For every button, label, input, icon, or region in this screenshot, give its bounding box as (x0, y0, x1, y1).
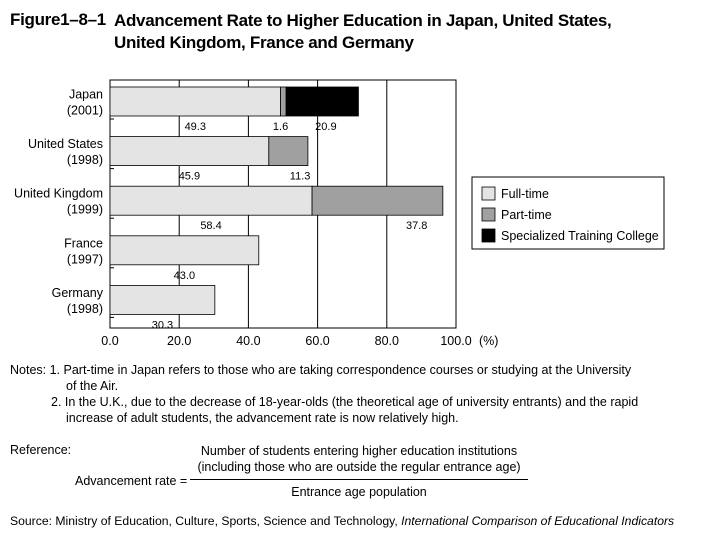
category-label: United Kingdom (14, 187, 103, 201)
figure-number: Figure1–8–1 (10, 10, 106, 29)
value-label: 20.9 (315, 121, 336, 133)
x-tick-label: 100.0 (440, 334, 471, 348)
value-label: 49.3 (185, 121, 206, 133)
formula-numerator: Number of students entering higher educa… (190, 443, 528, 475)
legend-swatch (481, 228, 496, 243)
value-label: 43.0 (174, 270, 195, 282)
bar-segment (109, 86, 281, 117)
category-labels: Japan (2001) United States (1998) United Kin… (14, 88, 114, 318)
value-label: 30.3 (152, 319, 173, 331)
legend-swatch (481, 186, 496, 201)
legend-label: Part-time (501, 208, 552, 222)
x-tick-label: 40.0 (236, 334, 260, 348)
value-label: 1.6 (273, 121, 288, 133)
fraction-bar (190, 479, 528, 480)
note-1-line-2: of the Air. (66, 379, 119, 393)
source-publication: International Comparison of Educational … (401, 514, 675, 528)
value-label: 45.9 (179, 171, 200, 183)
bar-segment (109, 284, 216, 315)
bars (109, 86, 444, 315)
note-2-line-1: 2. In the U.K., due to the decrease of 1… (51, 395, 639, 409)
x-unit-label: (%) (479, 334, 498, 348)
bar-segment (311, 185, 444, 216)
category-year: (1998) (67, 153, 103, 167)
bar-segment (285, 86, 359, 117)
bar-segment (109, 185, 313, 216)
value-label: 37.8 (406, 220, 427, 232)
x-axis: 0.0 20.0 40.0 60.0 80.0 100.0 (%) (101, 334, 498, 348)
bar-segment (280, 86, 287, 117)
category-label: Japan (69, 88, 103, 102)
category-label: Germany (52, 286, 104, 300)
bar-segment (268, 136, 309, 166)
formula-denominator: Entrance age population (291, 485, 427, 499)
source-line: Source: Ministry of Education, Culture, … (10, 514, 674, 528)
x-tick-label: 0.0 (101, 334, 118, 348)
category-year: (2001) (67, 104, 103, 118)
category-label: France (64, 236, 103, 250)
category-year: (1999) (67, 203, 103, 217)
value-labels: 49.3 1.6 20.9 45.9 11.3 58.4 37.8 43.0 30.3 (152, 121, 428, 331)
figure-title: Advancement Rate to Higher Education in … (114, 11, 612, 52)
legend-box (471, 176, 665, 250)
legend: Full-time Part-time Specialized Training C… (471, 176, 665, 250)
category-label: United States (28, 137, 103, 151)
stacked-bar-chart: Japan (2001) United States (1998) United Kin… (14, 79, 665, 348)
note-2-line-2: increase of adult students, the advancem… (66, 411, 459, 425)
formula-lhs: Advancement rate = (75, 474, 188, 488)
formula-numerator-line-2: (including those who are outside the reg… (197, 460, 521, 474)
bar-segment (109, 136, 270, 166)
value-label: 11.3 (290, 171, 311, 183)
formula-numerator-line-1: Number of students entering higher educa… (200, 444, 518, 458)
value-label: 58.4 (200, 220, 221, 232)
legend-label: Full-time (501, 187, 549, 201)
legend-swatch (481, 207, 496, 222)
x-tick-label: 60.0 (305, 334, 329, 348)
x-tick-label: 80.0 (375, 334, 399, 348)
note-1-line-1: Notes: 1. Part-time in Japan refers to t… (10, 363, 632, 377)
source-prefix: Source: Ministry of Education, Culture, … (10, 514, 402, 528)
bar-segment (109, 235, 260, 266)
reference-label: Reference: (10, 443, 72, 457)
category-year: (1997) (67, 252, 103, 266)
category-year: (1998) (67, 302, 103, 316)
legend-label: Specialized Training College (501, 229, 659, 243)
x-tick-label: 20.0 (167, 334, 191, 348)
